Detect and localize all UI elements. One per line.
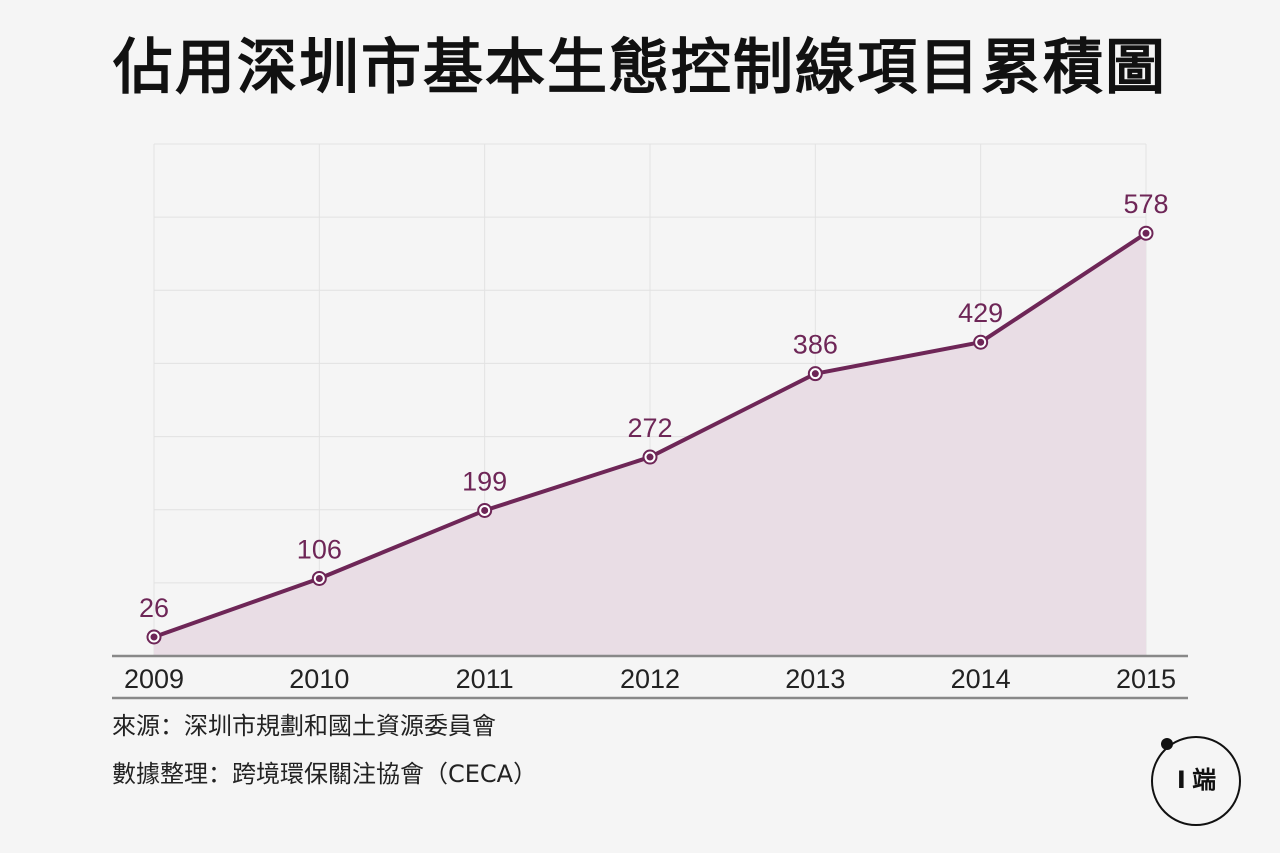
data-point-core-2010 <box>315 574 323 582</box>
data-label-2012: 272 <box>627 413 672 443</box>
x-tick-2009: 2009 <box>124 664 184 694</box>
initium-logo: I 端 <box>1151 736 1241 826</box>
x-tick-2014: 2014 <box>951 664 1011 694</box>
x-tick-labels: 2009 2010 2011 2012 2013 2014 2015 <box>124 664 1176 694</box>
data-labels: 26 106 199 272 386 429 578 <box>139 189 1169 623</box>
x-tick-2011: 2011 <box>456 664 514 694</box>
data-label-2011: 199 <box>462 466 507 496</box>
logo-dot-icon <box>1161 738 1173 750</box>
data-point-core-2012 <box>646 453 654 461</box>
data-point-core-2013 <box>811 370 819 378</box>
data-label-2009: 26 <box>139 593 169 623</box>
compiled-by-line: 數據整理：跨境環保關注協會（CECA） <box>112 760 538 788</box>
x-tick-2013: 2013 <box>785 664 845 694</box>
chart-title: 佔用深圳市基本生態控制線項目累積圖 <box>113 33 1167 103</box>
data-label-2014: 429 <box>958 298 1003 328</box>
data-point-core-2015 <box>1142 229 1150 237</box>
data-label-2013: 386 <box>793 330 838 360</box>
area-fill <box>154 233 1146 656</box>
data-label-2010: 106 <box>297 534 342 564</box>
data-point-core-2014 <box>977 338 985 346</box>
logo-text: I 端 <box>1176 766 1216 794</box>
data-label-2015: 578 <box>1123 189 1168 219</box>
data-point-core-2011 <box>481 506 489 514</box>
data-points <box>146 225 1154 645</box>
x-tick-2012: 2012 <box>620 664 680 694</box>
x-tick-2015: 2015 <box>1116 664 1176 694</box>
source-line: 來源：深圳市規劃和國土資源委員會 <box>112 712 496 740</box>
data-point-core-2009 <box>150 633 158 641</box>
x-tick-2010: 2010 <box>289 664 349 694</box>
